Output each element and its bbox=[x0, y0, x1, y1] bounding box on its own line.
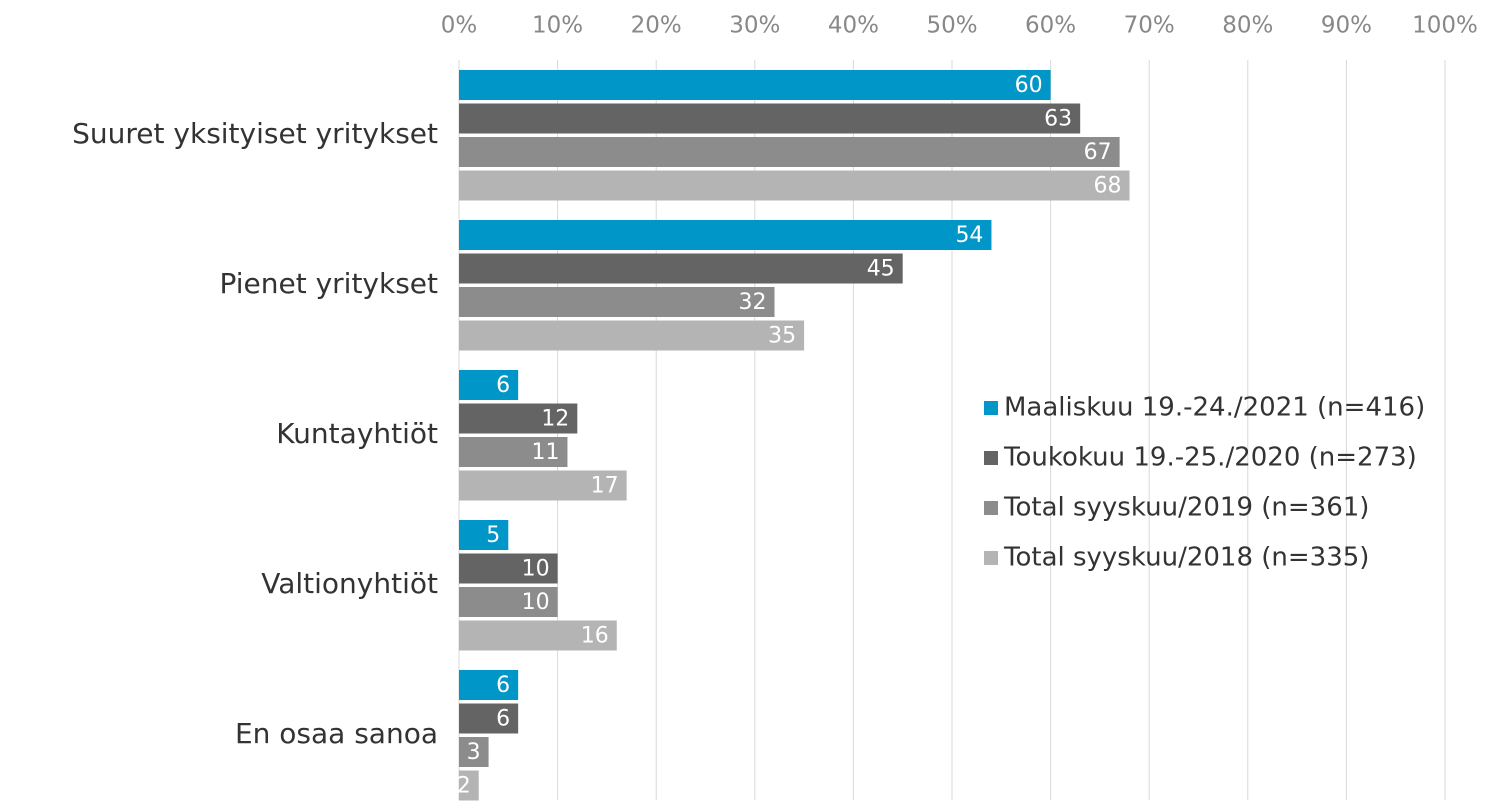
bar bbox=[459, 70, 1051, 100]
legend-swatch bbox=[984, 451, 998, 465]
value-label: 6 bbox=[496, 673, 510, 698]
x-tick-label: 90% bbox=[1321, 13, 1372, 39]
x-tick-label: 10% bbox=[532, 13, 583, 39]
bar bbox=[459, 103, 1081, 134]
value-label: 6 bbox=[496, 373, 510, 398]
value-label: 32 bbox=[739, 290, 767, 315]
x-tick-label: 30% bbox=[729, 13, 780, 39]
bar bbox=[459, 737, 489, 767]
value-label: 45 bbox=[867, 257, 895, 282]
legend-label: Toukokuu 19.-25./2020 (n=273) bbox=[1003, 443, 1417, 473]
bar bbox=[459, 170, 1130, 201]
value-label: 10 bbox=[522, 590, 550, 615]
bar bbox=[459, 703, 519, 734]
bar bbox=[459, 670, 519, 700]
x-tick-label: 40% bbox=[828, 13, 879, 39]
legend-swatch bbox=[984, 551, 998, 565]
value-label: 17 bbox=[591, 474, 619, 499]
value-label: 35 bbox=[768, 324, 796, 349]
bar bbox=[459, 520, 509, 550]
category-label: Kuntayhtiöt bbox=[276, 417, 438, 450]
legend-label: Maaliskuu 19.-24./2021 (n=416) bbox=[1004, 393, 1425, 423]
bar bbox=[459, 220, 992, 250]
x-tick-label: 0% bbox=[441, 13, 478, 39]
value-label: 12 bbox=[541, 407, 569, 432]
x-tick-label: 80% bbox=[1222, 13, 1273, 39]
value-label: 6 bbox=[496, 707, 510, 732]
value-label: 11 bbox=[531, 440, 559, 465]
bar bbox=[459, 587, 558, 617]
value-label: 16 bbox=[581, 624, 609, 649]
bar bbox=[459, 553, 558, 584]
category-label: Suuret yksityiset yritykset bbox=[72, 117, 438, 150]
value-label: 2 bbox=[457, 774, 471, 799]
category-label: Pienet yritykset bbox=[219, 267, 438, 300]
x-tick-label: 20% bbox=[631, 13, 682, 39]
bar bbox=[459, 253, 903, 284]
value-label: 60 bbox=[1015, 73, 1043, 98]
bar bbox=[459, 370, 519, 400]
x-tick-label: 100% bbox=[1412, 13, 1478, 39]
bar bbox=[459, 770, 479, 801]
legend-label: Total syyskuu/2019 (n=361) bbox=[1003, 493, 1369, 523]
legend-label: Total syyskuu/2018 (n=335) bbox=[1003, 543, 1369, 573]
legend-swatch bbox=[984, 501, 998, 515]
category-label: Valtionyhtiöt bbox=[261, 567, 438, 600]
value-label: 54 bbox=[955, 223, 983, 248]
bar bbox=[459, 320, 805, 351]
value-label: 3 bbox=[467, 740, 481, 765]
bar bbox=[459, 437, 568, 467]
x-tick-label: 50% bbox=[926, 13, 977, 39]
x-tick-label: 70% bbox=[1124, 13, 1175, 39]
value-label: 68 bbox=[1093, 174, 1121, 199]
value-label: 67 bbox=[1084, 140, 1112, 165]
category-label: En osaa sanoa bbox=[235, 717, 438, 750]
value-label: 63 bbox=[1044, 107, 1072, 132]
value-label: 10 bbox=[522, 557, 550, 582]
value-label: 5 bbox=[486, 523, 500, 548]
bar bbox=[459, 620, 617, 651]
bar bbox=[459, 137, 1120, 167]
bar bbox=[459, 287, 775, 317]
bar bbox=[459, 403, 578, 434]
bar bbox=[459, 470, 627, 501]
x-tick-label: 60% bbox=[1025, 13, 1076, 39]
legend-swatch bbox=[984, 401, 998, 415]
